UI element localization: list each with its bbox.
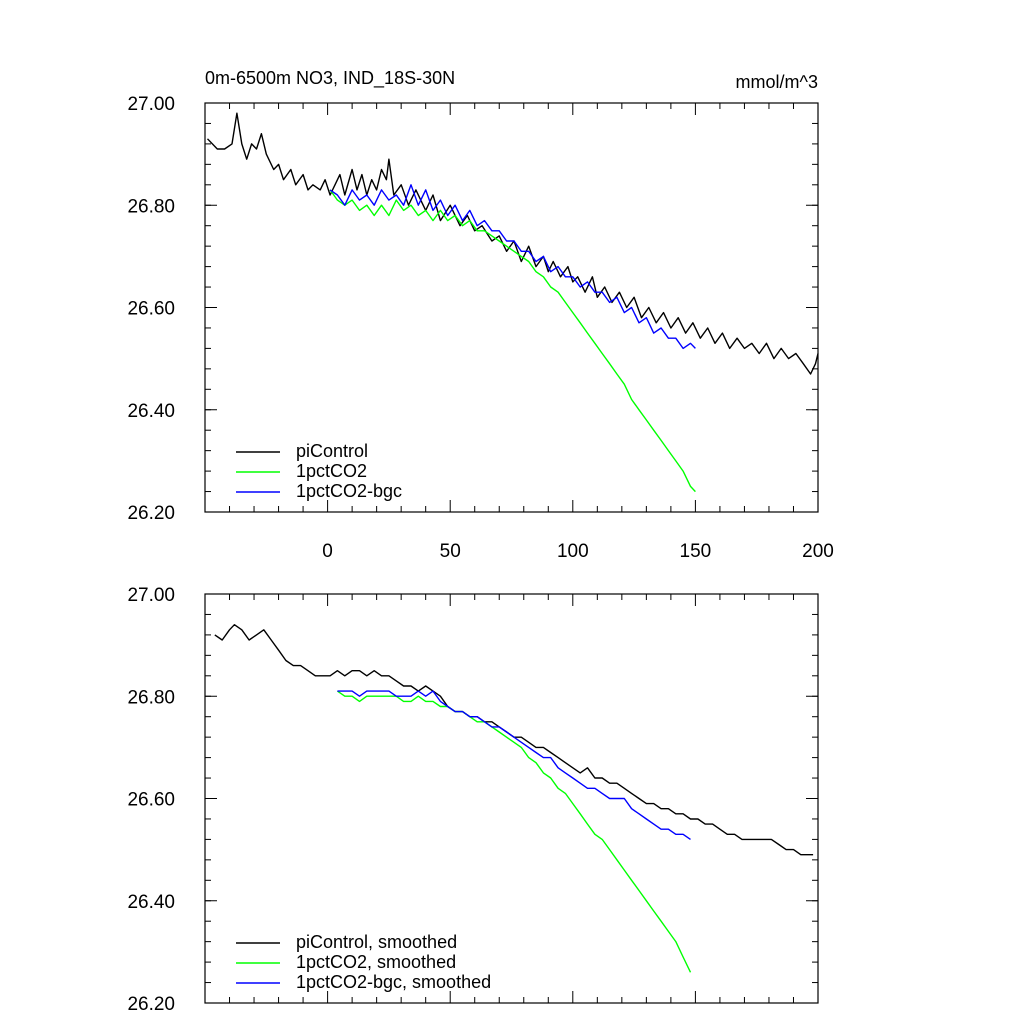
y-tick-label: 27.00 [127,585,175,606]
y-tick-label: 26.80 [127,196,175,217]
x-tick-label: 200 [802,541,834,562]
panel-bottom: 26.20 26.40 26.60 26.80 27.00 piControl, smoo… [127,585,819,1015]
y-tick-label: 26.40 [127,401,175,422]
panel-top: 26.20 26.40 26.60 26.80 27.00 0 50 100 150 200 0m-… [127,68,833,562]
legend-label: 1pctCO2-bgc, smoothed [296,972,491,992]
series-line-1pctco2-bgc-smoothed [337,690,691,840]
y-tick-label: 27.00 [127,94,175,115]
x-tick-label: 150 [680,541,712,562]
legend-label: 1pctCO2 [296,461,367,481]
series-line-picontrol [206,112,819,375]
x-tick-label: 50 [440,541,461,562]
y-tick-label: 26.60 [127,790,175,811]
units-label: mmol/m^3 [736,72,818,92]
series-line-1pctco2-bgc [329,184,696,350]
legend-label: 1pctCO2-bgc [296,481,402,501]
legend-label: 1pctCO2, smoothed [296,952,456,972]
series-line-1pctco2 [329,189,696,493]
y-tick-label: 26.20 [127,994,175,1015]
series-line-picontrol-smoothed [214,624,814,856]
y-tick-label: 26.80 [127,687,175,708]
chart-title: 0m-6500m NO3, IND_18S-30N [205,68,455,89]
legend-label: piControl [296,441,368,461]
series-line-1pctco2-smoothed [337,690,692,973]
y-tick-label: 26.60 [127,299,175,320]
legend-label: piControl, smoothed [296,932,457,952]
x-tick-label: 0 [322,541,333,562]
x-tick-label: 100 [557,541,589,562]
y-tick-label: 26.40 [127,892,175,913]
y-tick-label: 26.20 [127,503,175,524]
